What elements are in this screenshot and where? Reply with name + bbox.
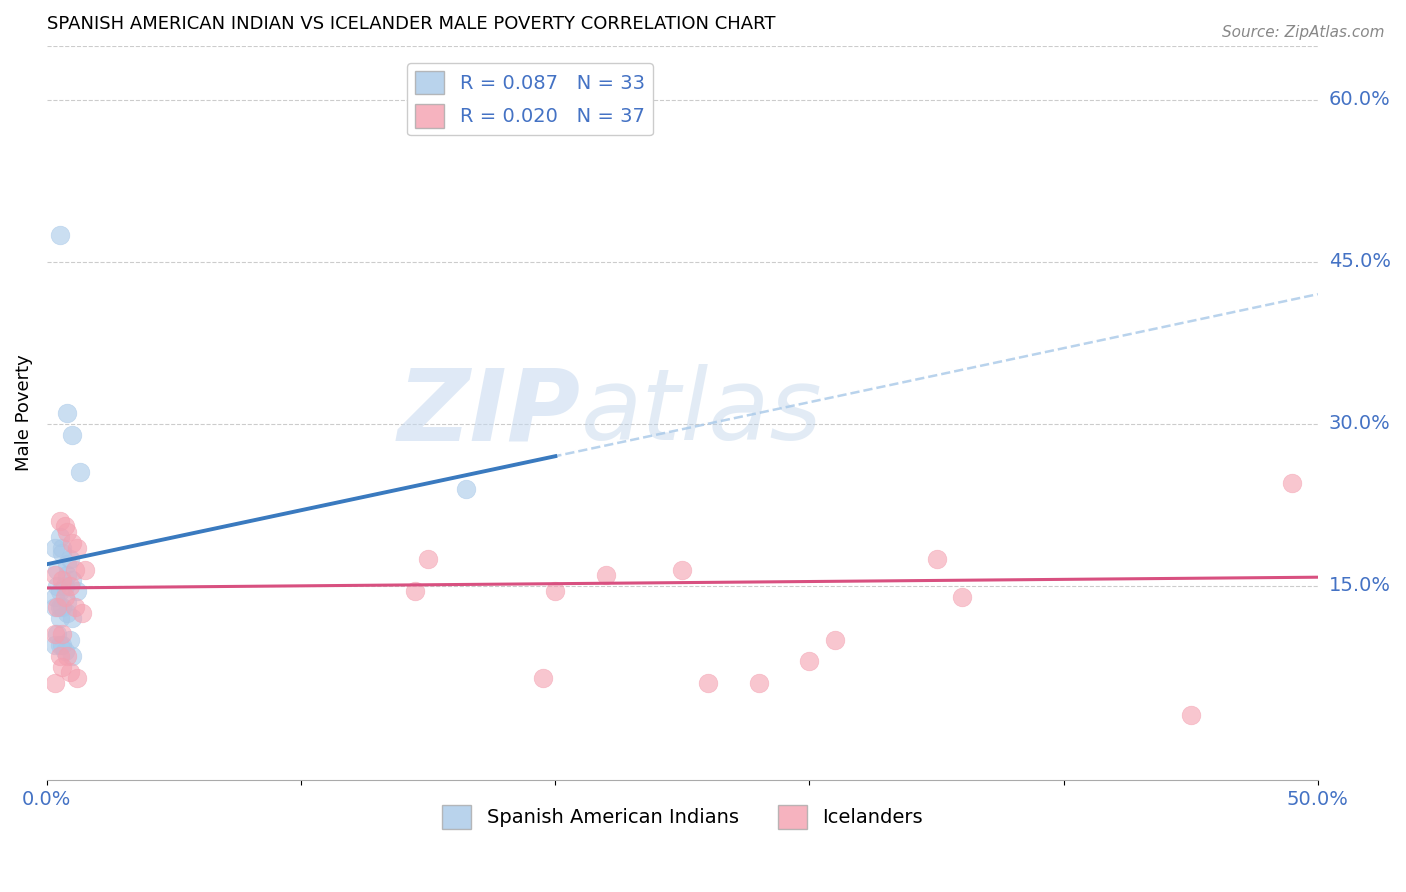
Point (51, 638, 73, 652)
Point (544, 584, 567, 599)
Text: Source: ZipAtlas.com: Source: ZipAtlas.com (1222, 25, 1385, 40)
Point (69, 466, 91, 480)
Point (748, 676, 770, 690)
Point (66, 541, 89, 555)
Point (56, 524, 79, 539)
Point (56, 568, 79, 582)
Point (73, 563, 96, 577)
Point (44, 541, 66, 555)
Point (44, 590, 66, 604)
Point (56, 606, 79, 620)
Point (60, 574, 83, 588)
Point (48, 530, 70, 544)
Point (48, 514, 70, 528)
Point (671, 563, 693, 577)
Point (46, 600, 69, 615)
Point (46, 627, 69, 641)
Point (456, 482, 478, 496)
Point (925, 551, 948, 566)
Point (48, 638, 70, 652)
Point (48, 611, 70, 625)
Point (46, 579, 69, 593)
Text: atlas: atlas (581, 365, 823, 461)
Text: ZIP: ZIP (398, 365, 581, 461)
Point (59, 551, 82, 566)
Point (53, 579, 76, 593)
Text: 30.0%: 30.0% (1329, 414, 1391, 434)
Point (44, 638, 66, 652)
Point (1180, 708, 1202, 723)
Point (66, 671, 89, 685)
Point (59, 632, 82, 647)
Point (46, 563, 69, 577)
Point (595, 568, 617, 582)
Point (44, 627, 66, 641)
Point (531, 671, 554, 685)
Point (51, 600, 73, 615)
Point (63, 563, 86, 577)
Point (44, 568, 66, 582)
Point (48, 227, 70, 242)
Point (66, 584, 89, 599)
Point (72, 606, 94, 620)
Point (53, 643, 76, 657)
Point (56, 406, 79, 420)
Point (696, 676, 718, 690)
Point (824, 632, 846, 647)
Text: 45.0%: 45.0% (1329, 252, 1391, 271)
Point (59, 579, 82, 593)
Point (51, 546, 73, 560)
Legend: Spanish American Indians, Icelanders: Spanish American Indians, Icelanders (434, 797, 931, 837)
Point (56, 649, 79, 664)
Point (1281, 476, 1303, 491)
Point (60, 649, 83, 664)
Point (418, 551, 440, 566)
Point (60, 611, 83, 625)
Point (63, 600, 86, 615)
Point (51, 541, 73, 555)
Point (51, 574, 73, 588)
Point (59, 665, 82, 680)
Point (53, 519, 76, 533)
Point (48, 584, 70, 599)
Point (44, 600, 66, 615)
Point (48, 600, 70, 615)
Point (418, 103, 440, 118)
Point (950, 590, 973, 604)
Text: 15.0%: 15.0% (1329, 576, 1391, 595)
Point (44, 676, 66, 690)
Point (60, 427, 83, 442)
Point (405, 584, 427, 599)
Y-axis label: Male Poverty: Male Poverty (15, 355, 32, 471)
Point (53, 590, 76, 604)
Text: SPANISH AMERICAN INDIAN VS ICELANDER MALE POVERTY CORRELATION CHART: SPANISH AMERICAN INDIAN VS ICELANDER MAL… (46, 15, 775, 33)
Text: 60.0%: 60.0% (1329, 90, 1391, 109)
Point (56, 558, 79, 572)
Point (799, 655, 821, 669)
Point (51, 627, 73, 641)
Point (51, 660, 73, 674)
Point (48, 649, 70, 664)
Point (60, 535, 83, 549)
Point (56, 595, 79, 609)
